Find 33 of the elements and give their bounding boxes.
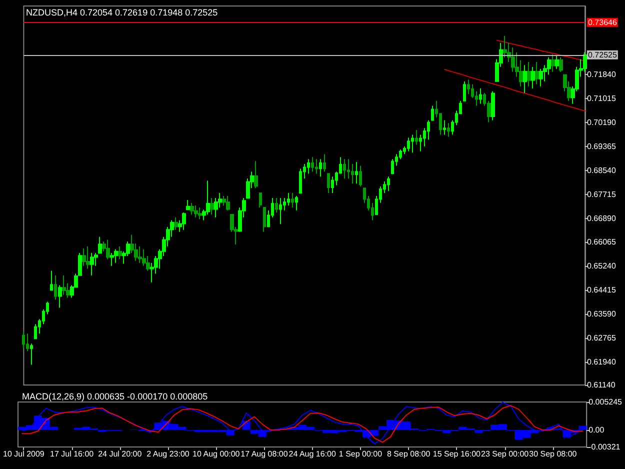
y-tick-label: 0.71015 xyxy=(587,94,616,104)
x-tick-label: 10 Jul 2009 xyxy=(2,450,45,458)
y-tick-label: 0.005245 xyxy=(588,398,623,406)
y-tick-label: 0.68540 xyxy=(587,166,616,175)
y-tick-label: 0.71840 xyxy=(587,70,616,80)
x-tick-label: 24 Jul 20:00 xyxy=(98,450,142,458)
y-tick-label: -0.00321 xyxy=(588,442,621,452)
y-tick-label: 0.67715 xyxy=(587,190,616,199)
y-tick-label: 0.00 xyxy=(588,425,605,434)
y-tick-label: 0.62765 xyxy=(587,333,616,342)
y-tick-label: 0.65240 xyxy=(587,262,616,271)
y-tick-label: 0.69365 xyxy=(587,142,616,151)
x-tick-label: 17 Jul 16:00 xyxy=(50,450,94,458)
ref-line-label: 0.72525 xyxy=(588,50,618,60)
x-tick-label: 15 Sep 16:00 xyxy=(432,450,482,458)
y-tick-label: 0.64415 xyxy=(587,286,616,295)
x-tick-label: 10 Aug 00:00 xyxy=(192,450,240,458)
y-tick-label: 0.61140 xyxy=(587,380,616,390)
x-tick-label: 2 Aug 23:00 xyxy=(146,450,190,458)
x-tick-label: 24 Aug 16:00 xyxy=(288,450,336,458)
y-tick-label: 0.66065 xyxy=(587,238,616,247)
ref-line-label: 0.73646 xyxy=(588,18,618,27)
chart-title: NZDUSD,H4 0.72054 0.72619 0.71948 0.72525 xyxy=(26,8,218,18)
x-tick-label: 30 Sep 08:00 xyxy=(529,450,578,458)
y-tick-label: 0.63590 xyxy=(587,309,616,318)
x-tick-label: 23 Sep 00:00 xyxy=(481,450,530,458)
y-tick-label: 0.70190 xyxy=(587,118,616,128)
y-tick-label: 0.61940 xyxy=(587,357,616,366)
x-tick-label: 8 Sep 08:00 xyxy=(387,450,431,458)
x-tick-label: 1 Sep 00:00 xyxy=(338,450,383,458)
chart-title: MACD(12,26,9) 0.000635 -0.000170 0.000805 xyxy=(22,392,208,402)
y-tick-label: 0.66890 xyxy=(587,214,616,223)
x-tick-label: 17 Aug 08:00 xyxy=(240,450,288,458)
